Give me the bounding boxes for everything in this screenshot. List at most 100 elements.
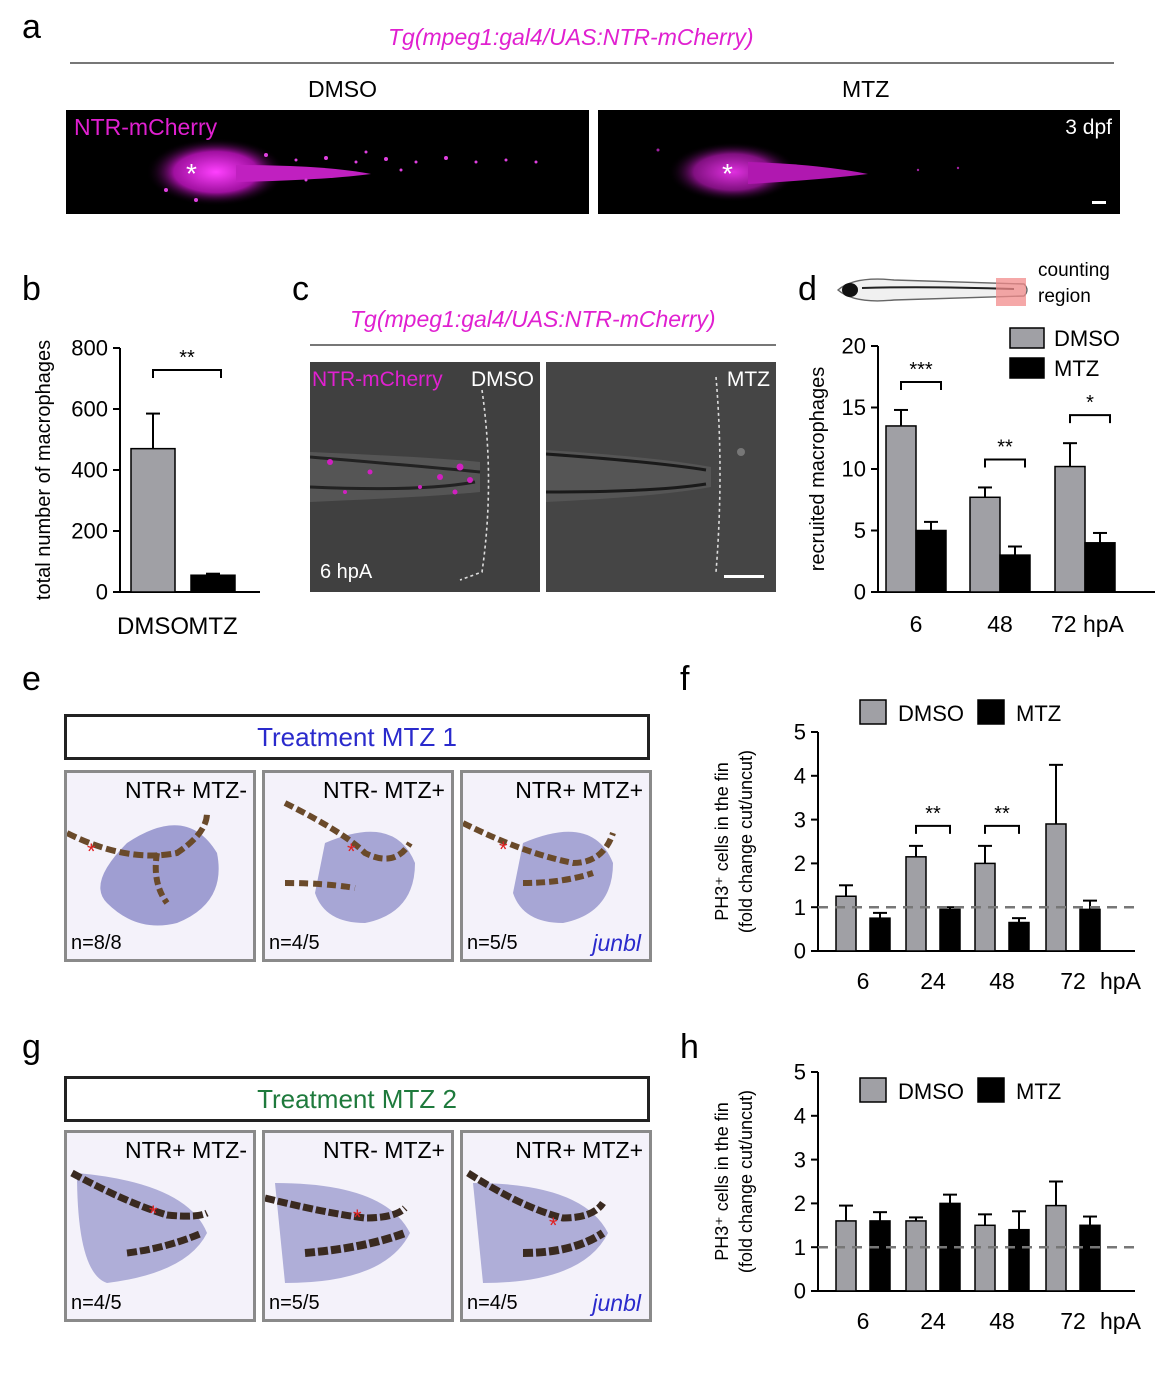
bar bbox=[130, 447, 176, 593]
bar bbox=[974, 1224, 996, 1292]
y-tick-label: 2 bbox=[794, 1191, 806, 1216]
bar bbox=[1008, 921, 1030, 952]
legend-label: MTZ bbox=[1016, 1079, 1061, 1104]
bar bbox=[1008, 1228, 1030, 1292]
scale-bar bbox=[1092, 201, 1106, 204]
y-axis-title-line2: (fold change cut/uncut) bbox=[736, 1090, 756, 1273]
x-tick-label: 6 bbox=[857, 1308, 870, 1334]
bar bbox=[885, 425, 917, 593]
x-tick-label: 48 bbox=[989, 968, 1015, 994]
y-tick-label: 1 bbox=[794, 895, 806, 920]
significance-label: ** bbox=[925, 803, 941, 825]
significance-bracket bbox=[152, 369, 222, 378]
panel-label-e: e bbox=[22, 660, 41, 698]
bar bbox=[1045, 823, 1067, 952]
legend-swatch bbox=[977, 699, 1005, 725]
ish-stain-g2: * bbox=[265, 1183, 410, 1283]
chart-h: 0 1 2 3 4 5 6 24 48 72 hpA DMSO MTZ PH3⁺ cells in the… bbox=[712, 1060, 1142, 1334]
panel-label-h: h bbox=[680, 1028, 699, 1066]
bar bbox=[1084, 542, 1116, 593]
bar bbox=[915, 529, 947, 593]
ish-image-e2: * NTR- MTZ+ n=4/5 bbox=[262, 770, 454, 962]
ish-image-g2: * NTR- MTZ+ n=5/5 bbox=[262, 1130, 454, 1322]
panel-label-a: a bbox=[22, 8, 41, 46]
legend-label: MTZ bbox=[1054, 356, 1099, 381]
bar bbox=[1054, 465, 1086, 593]
panel-c-mtz-label: MTZ bbox=[726, 368, 770, 391]
asterisk-marker: * bbox=[722, 158, 733, 189]
x-tick-label: 72 hpA bbox=[1051, 611, 1125, 637]
panel-label-d: d bbox=[798, 270, 817, 308]
legend-swatch bbox=[977, 1077, 1005, 1103]
ish-condition-label: NTR- MTZ+ bbox=[322, 777, 445, 803]
panel-a-title: Tg(mpeg1:gal4/UAS:NTR-mCherry) bbox=[388, 24, 754, 50]
y-axis-title: total number of macrophages bbox=[33, 340, 55, 600]
x-tick-label: 24 bbox=[920, 968, 946, 994]
significance-label: * bbox=[1086, 392, 1094, 414]
significance-label: ** bbox=[179, 347, 195, 369]
x-tick-label: MTZ bbox=[188, 613, 237, 640]
larva-schematic-icon bbox=[836, 278, 1028, 306]
larva-image-mtz: 3 dpf * bbox=[598, 110, 1120, 214]
significance-bracket bbox=[915, 824, 951, 834]
y-tick-label: 400 bbox=[71, 458, 108, 483]
y-tick-label: 800 bbox=[71, 336, 108, 361]
ish-stain-g1: * bbox=[70, 1169, 209, 1283]
scale-bar bbox=[724, 575, 764, 578]
ish-n-count: n=4/5 bbox=[71, 1292, 122, 1314]
panel-a-title-rule bbox=[70, 62, 1114, 64]
bar bbox=[969, 496, 1001, 593]
legend-swatch bbox=[859, 1077, 887, 1103]
ish-image-g3: * NTR+ MTZ+ n=4/5 junbl bbox=[460, 1130, 652, 1322]
y-tick-label: 0 bbox=[854, 580, 866, 605]
fin-image-mtz: MTZ bbox=[546, 362, 776, 592]
x-tick-label: 72 bbox=[1060, 1308, 1086, 1334]
panel-c-channel-label: NTR-mCherry bbox=[312, 368, 443, 391]
y-axis-title-line2: (fold change cut/uncut) bbox=[736, 750, 756, 933]
panel-c-title: Tg(mpeg1:gal4/UAS:NTR-mCherry) bbox=[350, 306, 716, 332]
bar bbox=[190, 574, 236, 593]
legend-swatch bbox=[1009, 327, 1045, 349]
svg-text:*: * bbox=[347, 839, 356, 864]
panel-a-channel-label: NTR-mCherry bbox=[74, 114, 218, 140]
legend-label: MTZ bbox=[1016, 701, 1061, 726]
treatment-box-mtz1: Treatment MTZ 1 bbox=[64, 714, 650, 760]
y-tick-label: 15 bbox=[842, 395, 866, 420]
bar bbox=[1079, 908, 1101, 952]
ish-condition-label: NTR+ MTZ+ bbox=[515, 1137, 643, 1163]
ish-condition-label: NTR+ MTZ+ bbox=[515, 777, 643, 803]
y-tick-label: 0 bbox=[96, 580, 108, 605]
larva-image-dmso: NTR-mCherry * bbox=[66, 110, 589, 214]
ish-image-e3: * NTR+ MTZ+ n=5/5 junbl bbox=[460, 770, 652, 962]
significance-bracket bbox=[900, 380, 942, 390]
bar bbox=[835, 1220, 857, 1292]
y-tick-label: 200 bbox=[71, 519, 108, 544]
bar bbox=[939, 908, 961, 952]
larva-dmso-fluorescence bbox=[146, 138, 538, 206]
ish-n-count: n=8/8 bbox=[71, 932, 122, 954]
legend-label: DMSO bbox=[898, 701, 964, 726]
panel-a-stage-label: 3 dpf bbox=[1065, 116, 1112, 139]
ish-gene-label: junbl bbox=[592, 930, 641, 956]
fin-mtz-brightfield bbox=[546, 362, 776, 592]
y-tick-label: 4 bbox=[794, 1104, 806, 1129]
svg-text:*: * bbox=[499, 837, 508, 862]
legend-label: DMSO bbox=[1054, 326, 1120, 351]
panel-c-dmso-label: DMSO bbox=[471, 368, 534, 391]
ish-condition-label: NTR+ MTZ- bbox=[124, 1137, 247, 1163]
svg-text:*: * bbox=[149, 1201, 158, 1226]
legend-swatch bbox=[1009, 357, 1045, 379]
significance-label: ** bbox=[994, 803, 1010, 825]
bar bbox=[999, 554, 1031, 593]
x-tick-label: 48 bbox=[989, 1308, 1015, 1334]
x-tick-label: 6 bbox=[857, 968, 870, 994]
significance-bracket bbox=[984, 824, 1020, 834]
x-tick-label: 6 bbox=[910, 611, 923, 637]
y-tick-label: 3 bbox=[794, 807, 806, 832]
x-axis-unit: hpA bbox=[1100, 968, 1142, 994]
bar bbox=[1079, 1224, 1101, 1292]
y-tick-label: 5 bbox=[794, 1060, 806, 1085]
x-tick-label: 72 bbox=[1060, 968, 1086, 994]
x-tick-label: DMSO bbox=[117, 613, 189, 640]
ish-condition-label: NTR- MTZ+ bbox=[322, 1137, 445, 1163]
